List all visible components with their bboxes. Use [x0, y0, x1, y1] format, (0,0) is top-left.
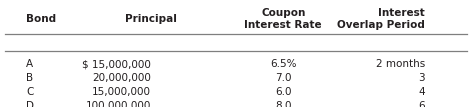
Text: 6: 6: [418, 101, 425, 107]
Text: Interest
Overlap Period: Interest Overlap Period: [337, 8, 425, 30]
Text: Principal: Principal: [125, 14, 177, 24]
Text: A: A: [26, 59, 33, 69]
Text: D: D: [26, 101, 34, 107]
Text: Bond: Bond: [26, 14, 56, 24]
Text: 6.0: 6.0: [275, 87, 291, 97]
Text: 2 months: 2 months: [376, 59, 425, 69]
Text: C: C: [26, 87, 34, 97]
Text: 7.0: 7.0: [275, 73, 291, 83]
Text: 6.5%: 6.5%: [270, 59, 296, 69]
Text: 15,000,000: 15,000,000: [92, 87, 151, 97]
Text: 20,000,000: 20,000,000: [92, 73, 151, 83]
Text: Coupon
Interest Rate: Coupon Interest Rate: [244, 8, 322, 30]
Text: 8.0: 8.0: [275, 101, 291, 107]
Text: B: B: [26, 73, 33, 83]
Text: 4: 4: [418, 87, 425, 97]
Text: 3: 3: [418, 73, 425, 83]
Text: 100,000,000: 100,000,000: [85, 101, 151, 107]
Text: $ 15,000,000: $ 15,000,000: [82, 59, 151, 69]
